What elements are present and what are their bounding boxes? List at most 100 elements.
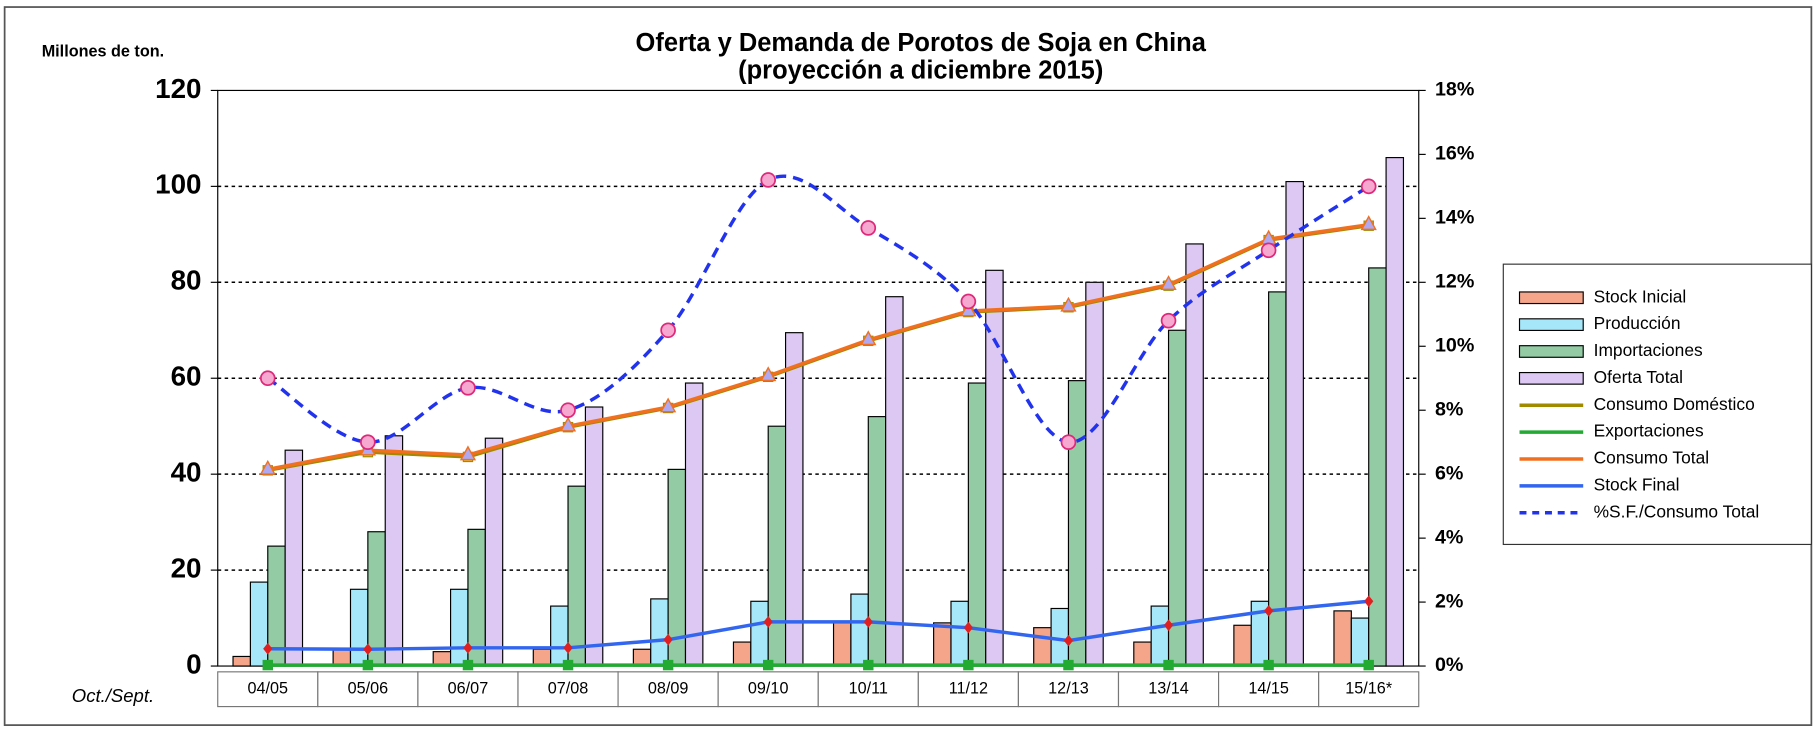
x-tick-label: 08/09 — [648, 679, 689, 697]
marker — [1263, 659, 1274, 671]
marker — [760, 172, 777, 188]
bar — [850, 593, 869, 667]
bar — [232, 655, 251, 667]
marker — [1360, 178, 1377, 195]
marker — [1160, 275, 1177, 291]
bar — [1333, 610, 1352, 667]
marker — [662, 659, 674, 671]
marker — [1260, 242, 1277, 259]
x-tick-label: 11/12 — [949, 679, 988, 697]
marker — [459, 445, 477, 461]
bar — [1133, 641, 1152, 667]
marker — [559, 416, 577, 432]
x-tick-label: 15/16* — [1345, 679, 1393, 697]
bar — [349, 588, 369, 667]
bar — [1368, 267, 1387, 667]
line-series — [267, 223, 1369, 472]
bar — [867, 416, 887, 667]
y-tick-label: 20 — [171, 552, 202, 583]
marker — [963, 621, 974, 634]
bar — [1033, 627, 1052, 667]
marker — [960, 301, 977, 317]
bar — [550, 605, 569, 667]
marker — [1060, 296, 1077, 312]
marker — [263, 642, 273, 655]
bar — [1085, 281, 1104, 667]
legend-swatch — [1518, 318, 1584, 331]
legend-label: Exportaciones — [1594, 421, 1704, 441]
bar — [384, 435, 404, 667]
bar — [484, 437, 504, 667]
x-tick-box — [1117, 671, 1220, 708]
bar — [284, 449, 304, 667]
x-tick-label: 06/07 — [448, 679, 489, 697]
y2-tick-label: 12% — [1435, 271, 1474, 293]
y-tick-label: 120 — [155, 73, 201, 104]
x-tick-box — [417, 671, 519, 708]
bar — [1285, 180, 1304, 667]
x-tick-label: 14/15 — [1248, 679, 1289, 697]
marker — [860, 330, 877, 346]
marker — [963, 659, 974, 671]
bar — [1067, 380, 1087, 667]
legend-label: Stock Inicial — [1594, 286, 1687, 306]
bar — [1233, 624, 1252, 667]
legend-label: Producción — [1594, 313, 1681, 333]
x-tick-box — [1318, 671, 1420, 708]
marker — [1360, 215, 1377, 231]
legend-label: Oferta Total — [1594, 367, 1683, 387]
bar — [449, 588, 469, 667]
marker — [1063, 659, 1074, 671]
x-tick-box — [717, 671, 819, 708]
legend-label: Stock Final — [1594, 474, 1680, 494]
marker — [1160, 312, 1177, 329]
x-tick-label: 10/11 — [849, 679, 888, 697]
marker — [560, 402, 576, 419]
y2-tick-label: 16% — [1435, 143, 1474, 165]
y-tick-label: 0 — [186, 648, 201, 679]
x-tick-box — [1218, 671, 1320, 708]
legend-swatch — [1518, 345, 1584, 358]
bar — [933, 622, 952, 667]
legend-label: Consumo Total — [1594, 448, 1709, 468]
marker — [360, 434, 376, 451]
marker — [460, 380, 476, 396]
x-tick-label: 09/10 — [748, 679, 789, 697]
chart-title: Oferta y Demanda de Porotos de Soja en C… — [636, 29, 1207, 57]
bar — [967, 382, 987, 667]
legend-label: Importaciones — [1594, 340, 1703, 360]
marker — [563, 642, 573, 654]
bar — [1185, 243, 1204, 667]
bar — [650, 598, 669, 667]
y2-tick-label: 2% — [1435, 590, 1463, 612]
bar — [249, 581, 269, 667]
marker — [863, 616, 873, 628]
x-tick-label: 05/06 — [348, 679, 389, 697]
bar — [750, 600, 769, 667]
bar — [1167, 329, 1187, 667]
y2-tick-label: 8% — [1435, 398, 1463, 420]
bar — [732, 641, 752, 667]
marker — [363, 643, 373, 656]
marker — [362, 659, 374, 671]
x-tick-label: 12/13 — [1048, 679, 1089, 697]
legend-swatch — [1518, 291, 1584, 305]
y2-tick-label: 18% — [1435, 79, 1474, 101]
y2-tick-label: 4% — [1435, 526, 1463, 548]
marker — [1060, 434, 1077, 451]
marker — [1163, 619, 1174, 632]
bar — [567, 485, 586, 667]
marker — [660, 322, 676, 339]
x-tick-label: 07/08 — [548, 679, 589, 697]
x-axis-label: Oct./Sept. — [72, 685, 154, 706]
marker — [259, 370, 276, 387]
y2-tick-label: 14% — [1435, 207, 1474, 229]
x-tick-box — [217, 671, 319, 708]
y-tick-label: 60 — [171, 361, 202, 392]
marker — [462, 659, 474, 671]
marker — [562, 659, 574, 671]
marker — [1363, 659, 1374, 671]
bar — [832, 622, 852, 667]
marker — [960, 293, 977, 310]
x-tick-box — [1017, 671, 1120, 708]
